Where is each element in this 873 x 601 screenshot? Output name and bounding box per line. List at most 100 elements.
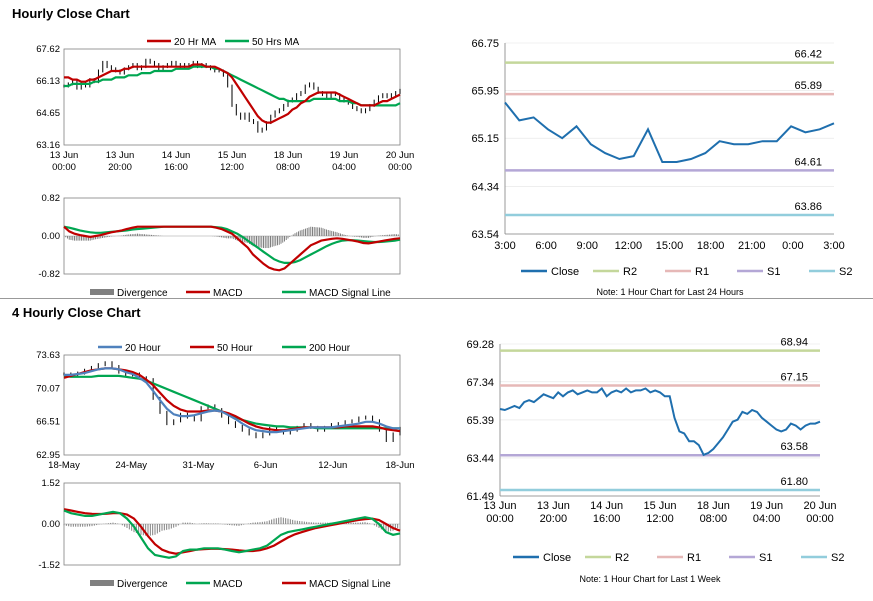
- weekly-pivots-xtick-label: 19 Jun: [750, 500, 783, 512]
- weekly-pivots-xtick-label: 14 Jun: [590, 500, 623, 512]
- hourly-pivots-close-line: [504, 101, 835, 163]
- hourly-pivots-legend-label: Close: [551, 266, 579, 278]
- weekly-pivots-ytick-label: 65.39: [466, 415, 494, 427]
- hourly-price-ma20-line: [64, 63, 401, 124]
- weekly-pivots-legend-label: R1: [687, 552, 701, 564]
- hourly-pivots-legend-label: S1: [767, 266, 780, 278]
- four-hourly-price-ytick-label: 73.63: [36, 350, 60, 361]
- hourly-pivots-ytick-label: 63.54: [471, 229, 499, 241]
- weekly-pivots-xtick-label: 12:00: [646, 513, 674, 525]
- four-hourly-price-xtick-label: 12-Jun: [318, 460, 347, 471]
- weekly-pivots-xtick-label: 13 Jun: [537, 500, 570, 512]
- hourly-macd-ytick-label: 0.82: [42, 193, 61, 204]
- hourly-price-xtick-label: 00:00: [388, 162, 412, 173]
- hourly-price-xtick-label: 13 Jun: [50, 150, 79, 161]
- hourly-macd-legend-label: MACD: [213, 288, 242, 299]
- four-hourly-price-xtick-label: 24-May: [115, 460, 147, 471]
- hourly-pivots-xtick-label: 18:00: [697, 240, 725, 252]
- hourly-price-ytick-label: 64.65: [36, 108, 60, 119]
- weekly-pivots-xtick-label: 00:00: [806, 513, 834, 525]
- hourly-macd-legend-label: MACD Signal Line: [309, 288, 391, 299]
- weekly-pivots-xtick-label: 13 Jun: [483, 500, 516, 512]
- weekly-pivots-close-line: [499, 387, 821, 457]
- hourly-price-xtick-label: 20 Jun: [386, 150, 415, 161]
- four-hourly-price-legend-label: 20 Hour: [125, 343, 161, 354]
- four-hourly-price-ytick-label: 66.51: [36, 417, 60, 428]
- weekly-pivots-xtick-label: 00:00: [486, 513, 514, 525]
- hourly-pivots-legend-label: R1: [695, 266, 709, 278]
- four-hourly-price-legend-label: 50 Hour: [217, 343, 253, 354]
- hourly-price-xtick-label: 14 Jun: [162, 150, 191, 161]
- four-hourly-price-ytick-label: 70.07: [36, 383, 60, 394]
- four-hourly-macd-ytick-label: -1.52: [38, 560, 60, 571]
- hourly-price-xtick-label: 20:00: [108, 162, 132, 173]
- four-hourly-price-xtick-label: 31-May: [183, 460, 215, 471]
- weekly-pivots-xtick-label: 18 Jun: [697, 500, 730, 512]
- hourly-pivots-xtick-label: 0:00: [782, 240, 803, 252]
- hourly-pivots-xtick-label: 3:00: [823, 240, 844, 252]
- hourly-price-xtick-label: 15 Jun: [218, 150, 247, 161]
- four-hourly-price-xtick-label: 18-May: [48, 460, 80, 471]
- weekly-pivot-note: Note: 1 Hour Chart for Last 1 Week: [579, 574, 721, 584]
- four-hourly-price-xtick-label: 18-Jun: [385, 460, 414, 471]
- hourly-pivots-legend-label: S2: [839, 266, 852, 278]
- hourly-section-title: Hourly Close Chart: [12, 6, 130, 21]
- hourly-price-xtick-label: 12:00: [220, 162, 244, 173]
- weekly-pivots-s1-level-label: 63.58: [780, 441, 808, 453]
- hourly-pivot-note: Note: 1 Hour Chart for Last 24 Hours: [596, 287, 744, 297]
- hourly-pivots-xtick-label: 9:00: [577, 240, 598, 252]
- hourly-price-legend-label: 50 Hrs MA: [252, 37, 300, 48]
- hourly-pivots-xtick-label: 6:00: [535, 240, 556, 252]
- hourly-pivots-xtick-label: 3:00: [494, 240, 515, 252]
- four-hourly-macd-macd-line: [63, 509, 401, 559]
- weekly-pivots-ytick-label: 67.34: [466, 377, 494, 389]
- four-hourly-price-xtick-label: 6-Jun: [254, 460, 278, 471]
- hourly-price-xtick-label: 00:00: [52, 162, 76, 173]
- hourly-pivots-xtick-label: 12:00: [615, 240, 643, 252]
- hourly-price-xtick-label: 13 Jun: [106, 150, 135, 161]
- hourly-price-xtick-label: 18 Jun: [274, 150, 303, 161]
- four-hourly-macd-ytick-label: 1.52: [42, 478, 61, 489]
- hourly-price-xtick-label: 19 Jun: [330, 150, 359, 161]
- weekly-pivots-xtick-label: 20:00: [540, 513, 568, 525]
- hourly-price-xtick-label: 04:00: [332, 162, 356, 173]
- weekly-pivots-r2-level-label: 68.94: [780, 337, 808, 349]
- weekly-pivots-xtick-label: 16:00: [593, 513, 621, 525]
- four-hourly-macd-ytick-label: 0.00: [42, 519, 61, 530]
- hourly-macd-legend-swatch: [90, 289, 114, 295]
- four-hourly-macd-legend-label: MACD: [213, 579, 242, 590]
- hourly-pivots-r2-level-label: 66.42: [794, 49, 822, 61]
- four-hourly-section-title: 4 Hourly Close Chart: [12, 305, 141, 320]
- weekly-pivots-legend-label: S1: [759, 552, 772, 564]
- hourly-price-ma50-line: [64, 65, 401, 107]
- weekly-pivots-ytick-label: 69.28: [466, 339, 494, 351]
- hourly-price-legend-label: 20 Hr MA: [174, 37, 217, 48]
- weekly-pivots-xtick-label: 04:00: [753, 513, 781, 525]
- hourly-pivots-xtick-label: 15:00: [656, 240, 684, 252]
- hourly-price-plot-frame: [63, 48, 401, 146]
- hourly-price-ytick-label: 66.13: [36, 76, 60, 87]
- hourly-price-ytick-label: 67.62: [36, 44, 60, 55]
- hourly-macd-ytick-label: 0.00: [42, 231, 61, 242]
- weekly-pivots-xtick-label: 15 Jun: [643, 500, 676, 512]
- four-hourly-price-ytick-label: 62.95: [36, 450, 60, 461]
- hourly-pivots-s1-level-label: 64.61: [794, 156, 822, 168]
- section-separator: [0, 298, 873, 299]
- weekly-pivots-xtick-label: 08:00: [700, 513, 728, 525]
- weekly-pivots-s2-level-label: 61.80: [780, 476, 808, 488]
- hourly-pivots-ytick-label: 65.15: [471, 133, 499, 145]
- hourly-macd-legend-label: Divergence: [117, 288, 168, 299]
- hourly-pivots-s2-level-label: 63.86: [794, 201, 822, 213]
- weekly-pivots-ytick-label: 61.49: [466, 491, 494, 503]
- four-hourly-macd-legend-label: MACD Signal Line: [309, 579, 391, 590]
- four-hourly-price-ma20-line: [64, 367, 400, 434]
- hourly-price-ytick-label: 63.16: [36, 140, 60, 151]
- weekly-pivots-legend-label: Close: [543, 552, 571, 564]
- hourly-pivots-xtick-label: 21:00: [738, 240, 766, 252]
